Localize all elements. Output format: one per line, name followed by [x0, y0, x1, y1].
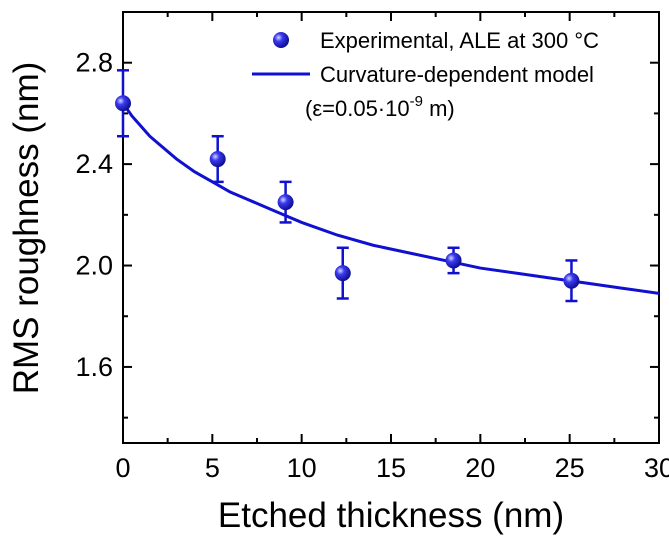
- legend-note-exponent: -9: [410, 93, 423, 110]
- legend-label-model: Curvature-dependent model: [320, 62, 594, 87]
- x-axis-title: Etched thickness (nm): [218, 496, 564, 535]
- data-point: [334, 265, 351, 282]
- legend-note-suffix: m): [423, 96, 455, 121]
- data-point: [277, 194, 294, 211]
- y-ticks: 1.6 2.0 2.4 2.8: [75, 48, 659, 419]
- y-tick-label: 2.0: [75, 251, 113, 281]
- y-tick-label: 2.4: [75, 149, 113, 179]
- x-ticks: 0 5 10 15 20 25 30: [115, 12, 669, 483]
- legend: Experimental, ALE at 300 °C Curvature-de…: [252, 28, 599, 121]
- x-tick-label: 20: [465, 453, 495, 483]
- data-point: [445, 252, 462, 269]
- y-tick-label: 2.8: [75, 48, 113, 78]
- x-tick-label: 30: [644, 453, 669, 483]
- legend-marker-experimental: [273, 32, 289, 48]
- y-axis-title: RMS roughness (nm): [7, 62, 46, 395]
- model-curve: [123, 102, 659, 295]
- data-point: [563, 272, 580, 289]
- model-layer: [123, 102, 659, 295]
- x-tick-label: 25: [555, 453, 585, 483]
- plot-area: 0 5 10 15 20 25 30 1.6 2.0 2.4 2.8: [75, 11, 669, 483]
- x-tick-label: 10: [287, 453, 317, 483]
- legend-note: (ε=0.05·10-9 m): [305, 93, 455, 121]
- x-tick-label: 0: [115, 453, 130, 483]
- points-layer: [115, 69, 580, 303]
- x-tick-label: 5: [205, 453, 220, 483]
- legend-label-experimental: Experimental, ALE at 300 °C: [320, 28, 599, 53]
- data-point: [209, 151, 226, 168]
- x-tick-label: 15: [376, 453, 406, 483]
- legend-note-prefix: (ε=0.05·10: [305, 96, 410, 121]
- y-tick-label: 1.6: [75, 352, 113, 382]
- data-point: [115, 95, 131, 112]
